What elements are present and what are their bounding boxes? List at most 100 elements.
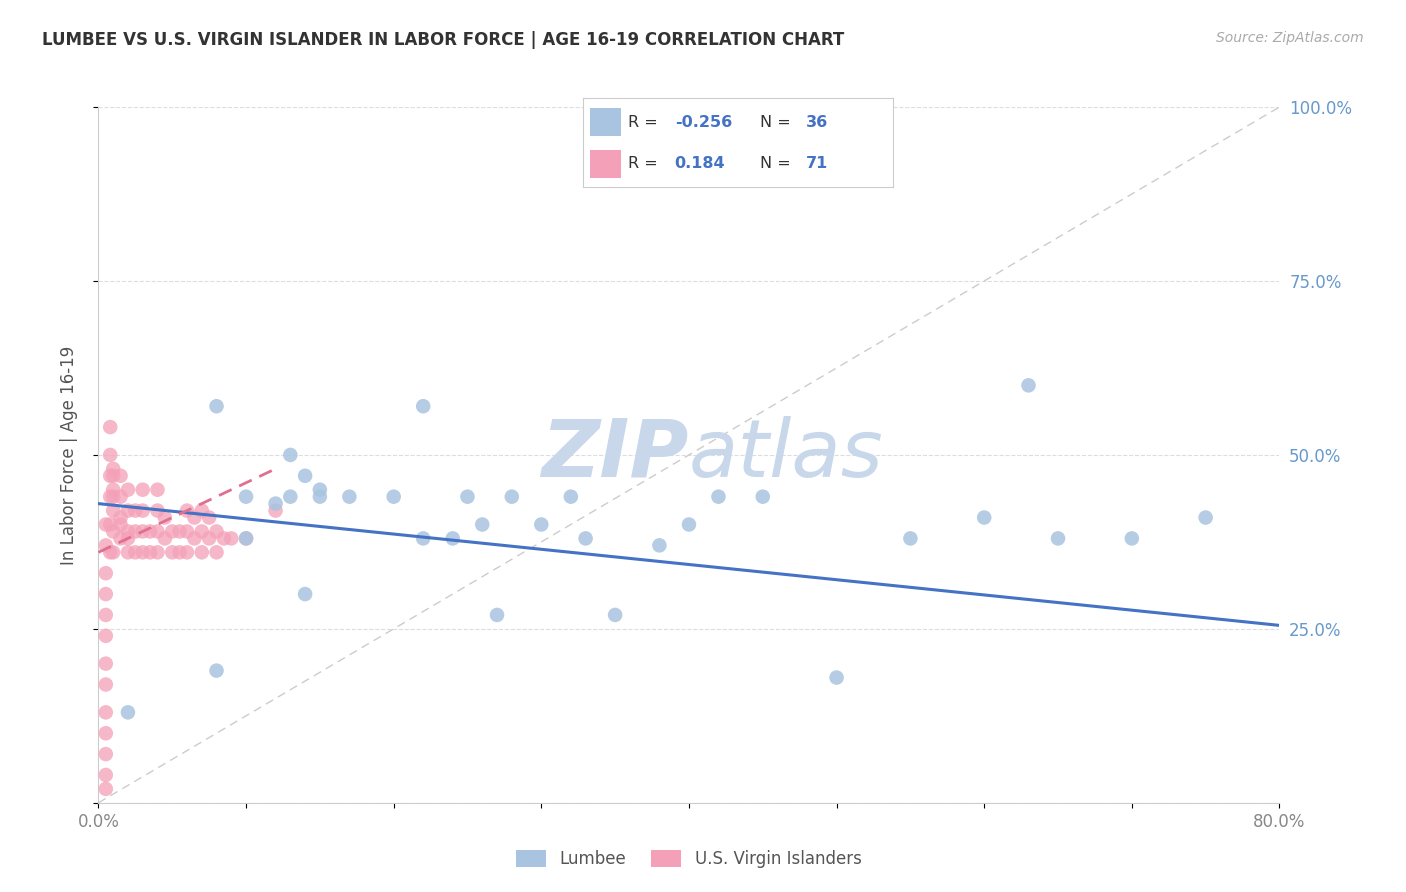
- Point: [117, 483, 139, 497]
- Point: [117, 524, 139, 539]
- Point: [183, 510, 205, 524]
- Point: [153, 532, 176, 546]
- Point: [605, 607, 627, 622]
- Text: 36: 36: [806, 115, 828, 129]
- Point: [94, 706, 117, 720]
- Point: [110, 510, 132, 524]
- Point: [486, 607, 509, 622]
- Point: [124, 503, 146, 517]
- Point: [825, 671, 848, 685]
- Point: [98, 448, 121, 462]
- Point: [110, 468, 132, 483]
- Point: [1121, 532, 1143, 546]
- Point: [900, 532, 922, 546]
- Point: [235, 532, 257, 546]
- Point: [1046, 532, 1069, 546]
- Point: [530, 517, 553, 532]
- Text: atlas: atlas: [689, 416, 884, 494]
- Point: [183, 532, 205, 546]
- Point: [94, 587, 117, 601]
- Point: [1017, 378, 1039, 392]
- Y-axis label: In Labor Force | Age 16-19: In Labor Force | Age 16-19: [59, 345, 77, 565]
- Point: [94, 517, 117, 532]
- Point: [132, 503, 155, 517]
- Text: 71: 71: [806, 156, 828, 170]
- Text: 0.184: 0.184: [675, 156, 725, 170]
- Point: [94, 657, 117, 671]
- Point: [205, 524, 228, 539]
- Point: [103, 483, 125, 497]
- Point: [191, 503, 214, 517]
- Point: [309, 490, 332, 504]
- Point: [294, 468, 316, 483]
- Point: [198, 510, 221, 524]
- Point: [412, 399, 434, 413]
- Point: [176, 545, 198, 559]
- Point: [162, 524, 183, 539]
- Legend: Lumbee, U.S. Virgin Islanders: Lumbee, U.S. Virgin Islanders: [509, 843, 869, 874]
- Point: [235, 490, 257, 504]
- Point: [94, 566, 117, 581]
- Point: [264, 503, 287, 517]
- Point: [441, 532, 464, 546]
- Point: [146, 503, 169, 517]
- Point: [98, 490, 121, 504]
- Point: [235, 532, 257, 546]
- Point: [339, 490, 360, 504]
- FancyBboxPatch shape: [589, 150, 620, 178]
- Point: [94, 538, 117, 552]
- Text: N =: N =: [759, 156, 796, 170]
- Text: Source: ZipAtlas.com: Source: ZipAtlas.com: [1216, 31, 1364, 45]
- Point: [124, 545, 146, 559]
- Point: [94, 677, 117, 691]
- Point: [153, 510, 176, 524]
- Point: [146, 524, 169, 539]
- Point: [98, 468, 121, 483]
- Point: [176, 503, 198, 517]
- Point: [110, 490, 132, 504]
- Point: [94, 747, 117, 761]
- Point: [205, 545, 228, 559]
- Point: [146, 483, 169, 497]
- Point: [117, 545, 139, 559]
- Point: [132, 483, 155, 497]
- Point: [264, 497, 287, 511]
- Point: [456, 490, 478, 504]
- Point: [574, 532, 596, 546]
- Point: [110, 517, 132, 532]
- Point: [117, 532, 139, 546]
- Point: [103, 468, 125, 483]
- Text: R =: R =: [628, 156, 664, 170]
- Point: [176, 524, 198, 539]
- Point: [98, 420, 121, 434]
- Point: [973, 510, 995, 524]
- Point: [103, 524, 125, 539]
- Point: [110, 532, 132, 546]
- Point: [278, 490, 302, 504]
- Point: [94, 607, 117, 622]
- Text: -0.256: -0.256: [675, 115, 733, 129]
- Point: [117, 503, 139, 517]
- Point: [707, 490, 730, 504]
- Point: [98, 545, 121, 559]
- Point: [132, 524, 155, 539]
- Point: [648, 538, 671, 552]
- Point: [103, 545, 125, 559]
- Point: [139, 524, 162, 539]
- Point: [198, 532, 221, 546]
- Point: [382, 490, 405, 504]
- Point: [94, 629, 117, 643]
- Point: [678, 517, 700, 532]
- Point: [117, 706, 139, 720]
- Point: [212, 532, 235, 546]
- Point: [294, 587, 316, 601]
- Point: [124, 524, 146, 539]
- Point: [1195, 510, 1218, 524]
- Point: [278, 448, 302, 462]
- Point: [205, 399, 228, 413]
- Point: [103, 503, 125, 517]
- Point: [751, 490, 773, 504]
- Point: [103, 462, 125, 476]
- Point: [309, 483, 332, 497]
- Point: [162, 545, 183, 559]
